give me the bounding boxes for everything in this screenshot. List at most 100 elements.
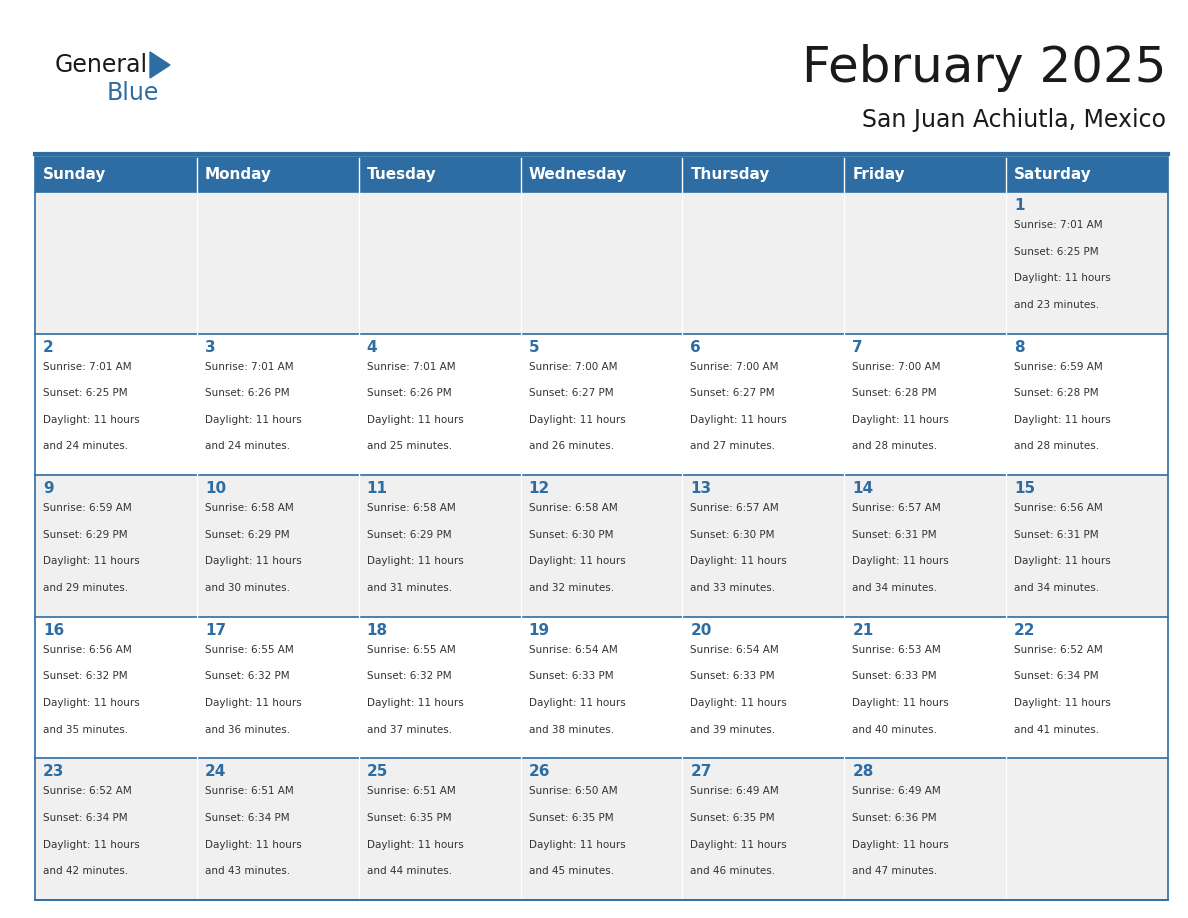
Bar <box>682 157 845 192</box>
Bar <box>34 192 197 333</box>
Bar <box>682 333 845 476</box>
Text: and 31 minutes.: and 31 minutes. <box>367 583 451 593</box>
Text: Sunrise: 6:57 AM: Sunrise: 6:57 AM <box>852 503 941 513</box>
Bar <box>845 333 1006 476</box>
Bar <box>1006 476 1168 617</box>
Bar <box>359 617 520 758</box>
Text: and 37 minutes.: and 37 minutes. <box>367 724 451 734</box>
Bar <box>359 192 520 333</box>
Text: Sunset: 6:29 PM: Sunset: 6:29 PM <box>43 530 127 540</box>
Text: Daylight: 11 hours: Daylight: 11 hours <box>852 556 949 566</box>
Text: 18: 18 <box>367 622 387 638</box>
Text: 22: 22 <box>1015 622 1036 638</box>
Text: Daylight: 11 hours: Daylight: 11 hours <box>204 840 302 849</box>
Text: Monday: Monday <box>206 167 272 182</box>
Bar <box>520 617 682 758</box>
Text: Sunset: 6:25 PM: Sunset: 6:25 PM <box>1015 247 1099 256</box>
Text: 24: 24 <box>204 765 226 779</box>
Text: 27: 27 <box>690 765 712 779</box>
Text: Sunday: Sunday <box>43 167 107 182</box>
Text: and 30 minutes.: and 30 minutes. <box>204 583 290 593</box>
Text: Sunset: 6:32 PM: Sunset: 6:32 PM <box>367 671 451 681</box>
Text: Daylight: 11 hours: Daylight: 11 hours <box>529 556 625 566</box>
Text: 12: 12 <box>529 481 550 497</box>
Text: 16: 16 <box>43 622 64 638</box>
Bar <box>845 617 1006 758</box>
Text: Sunset: 6:34 PM: Sunset: 6:34 PM <box>204 813 290 823</box>
Bar <box>359 476 520 617</box>
Text: Sunrise: 6:52 AM: Sunrise: 6:52 AM <box>43 787 132 797</box>
Text: Daylight: 11 hours: Daylight: 11 hours <box>367 556 463 566</box>
Text: Daylight: 11 hours: Daylight: 11 hours <box>529 840 625 849</box>
Text: Daylight: 11 hours: Daylight: 11 hours <box>690 556 788 566</box>
Text: Sunrise: 6:58 AM: Sunrise: 6:58 AM <box>204 503 293 513</box>
Text: Sunrise: 6:57 AM: Sunrise: 6:57 AM <box>690 503 779 513</box>
Text: Sunrise: 6:51 AM: Sunrise: 6:51 AM <box>367 787 455 797</box>
Bar <box>682 476 845 617</box>
Text: and 34 minutes.: and 34 minutes. <box>852 583 937 593</box>
Text: Friday: Friday <box>852 167 905 182</box>
Text: Sunset: 6:28 PM: Sunset: 6:28 PM <box>852 388 937 398</box>
Text: 23: 23 <box>43 765 64 779</box>
Text: Daylight: 11 hours: Daylight: 11 hours <box>690 840 788 849</box>
Text: 4: 4 <box>367 340 378 354</box>
Text: 11: 11 <box>367 481 387 497</box>
Text: Blue: Blue <box>107 81 159 105</box>
Bar <box>520 758 682 900</box>
Text: Sunrise: 6:55 AM: Sunrise: 6:55 AM <box>204 644 293 655</box>
Text: Sunset: 6:32 PM: Sunset: 6:32 PM <box>204 671 290 681</box>
Text: 19: 19 <box>529 622 550 638</box>
Bar <box>845 758 1006 900</box>
Bar <box>34 617 197 758</box>
Text: Sunrise: 6:53 AM: Sunrise: 6:53 AM <box>852 644 941 655</box>
Text: and 26 minutes.: and 26 minutes. <box>529 442 614 452</box>
Text: Sunset: 6:31 PM: Sunset: 6:31 PM <box>852 530 937 540</box>
Text: 2: 2 <box>43 340 53 354</box>
Bar <box>845 157 1006 192</box>
Text: 21: 21 <box>852 622 873 638</box>
Text: Sunrise: 6:59 AM: Sunrise: 6:59 AM <box>43 503 132 513</box>
Bar <box>520 476 682 617</box>
Bar <box>197 476 359 617</box>
Text: Daylight: 11 hours: Daylight: 11 hours <box>1015 415 1111 425</box>
Bar <box>682 758 845 900</box>
Bar <box>359 157 520 192</box>
Text: Saturday: Saturday <box>1015 167 1092 182</box>
Text: Wednesday: Wednesday <box>529 167 627 182</box>
Text: Daylight: 11 hours: Daylight: 11 hours <box>690 415 788 425</box>
Bar <box>197 333 359 476</box>
Text: Sunset: 6:33 PM: Sunset: 6:33 PM <box>852 671 937 681</box>
Bar <box>1006 192 1168 333</box>
Text: Sunrise: 6:55 AM: Sunrise: 6:55 AM <box>367 644 455 655</box>
Text: Sunset: 6:31 PM: Sunset: 6:31 PM <box>1015 530 1099 540</box>
Bar <box>197 192 359 333</box>
Text: Sunset: 6:36 PM: Sunset: 6:36 PM <box>852 813 937 823</box>
Text: Daylight: 11 hours: Daylight: 11 hours <box>43 415 140 425</box>
Text: February 2025: February 2025 <box>802 44 1165 92</box>
Text: Daylight: 11 hours: Daylight: 11 hours <box>852 840 949 849</box>
Text: Daylight: 11 hours: Daylight: 11 hours <box>852 415 949 425</box>
Text: and 40 minutes.: and 40 minutes. <box>852 724 937 734</box>
Text: Sunset: 6:35 PM: Sunset: 6:35 PM <box>690 813 775 823</box>
Bar <box>197 617 359 758</box>
Text: Daylight: 11 hours: Daylight: 11 hours <box>852 698 949 708</box>
Polygon shape <box>150 52 170 78</box>
Text: Daylight: 11 hours: Daylight: 11 hours <box>367 415 463 425</box>
Text: Sunrise: 6:54 AM: Sunrise: 6:54 AM <box>529 644 618 655</box>
Text: Sunrise: 6:49 AM: Sunrise: 6:49 AM <box>852 787 941 797</box>
Text: and 46 minutes.: and 46 minutes. <box>690 866 776 876</box>
Bar <box>34 157 197 192</box>
Text: 5: 5 <box>529 340 539 354</box>
Text: 28: 28 <box>852 765 873 779</box>
Bar <box>34 157 1168 900</box>
Text: Sunrise: 6:52 AM: Sunrise: 6:52 AM <box>1015 644 1102 655</box>
Bar <box>1006 758 1168 900</box>
Text: Sunrise: 7:01 AM: Sunrise: 7:01 AM <box>204 362 293 372</box>
Bar <box>520 157 682 192</box>
Bar <box>682 617 845 758</box>
Text: 8: 8 <box>1015 340 1025 354</box>
Bar <box>197 758 359 900</box>
Text: Daylight: 11 hours: Daylight: 11 hours <box>43 698 140 708</box>
Text: Daylight: 11 hours: Daylight: 11 hours <box>690 698 788 708</box>
Text: Sunrise: 6:58 AM: Sunrise: 6:58 AM <box>529 503 618 513</box>
